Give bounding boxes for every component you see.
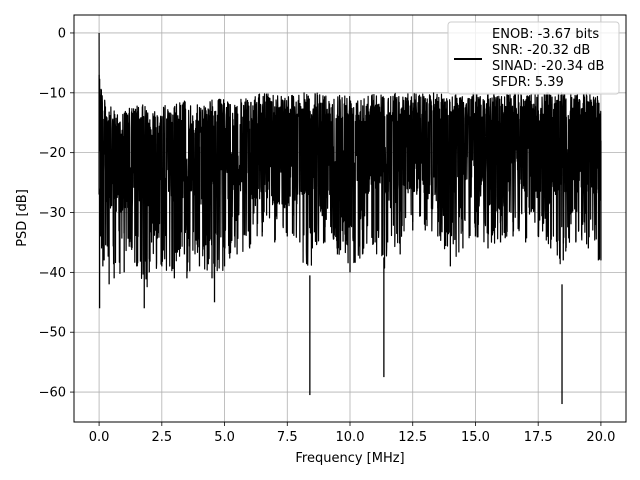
legend-entry-sfdr: SFDR: 5.39	[492, 75, 564, 90]
x-tick-label: 20.0	[586, 430, 615, 445]
series-layer	[98, 32, 602, 405]
legend-box	[447, 21, 620, 95]
x-ticks: 0.0 2.5 5.0 7.5 10.0 12.5 15.0 17.5 20.0	[89, 422, 615, 445]
psd-trace	[98, 32, 602, 288]
x-tick-label: 15.0	[461, 430, 490, 445]
x-tick-label: 7.5	[277, 430, 298, 445]
x-tick-label: 5.0	[214, 430, 235, 445]
legend-entry-enob: ENOB: -3.67 bits	[492, 27, 599, 42]
y-tick-label: −20	[39, 146, 66, 161]
x-tick-label: 0.0	[89, 430, 110, 445]
x-tick-label: 10.0	[336, 430, 365, 445]
y-tick-label: −40	[39, 266, 66, 281]
y-tick-label: −50	[39, 326, 66, 341]
x-tick-label: 12.5	[398, 430, 427, 445]
legend-entry-sinad: SINAD: -20.34 dB	[492, 59, 604, 74]
x-tick-label: 2.5	[151, 430, 172, 445]
x-axis-label: Frequency [MHz]	[295, 451, 404, 466]
y-axis-label: PSD [dB]	[15, 189, 30, 247]
legend: ENOB: -3.67 bits SNR: -20.32 dB SINAD: -…	[447, 21, 620, 95]
x-tick-label: 17.5	[524, 430, 553, 445]
y-tick-label: −30	[39, 206, 66, 221]
y-tick-label: −60	[39, 386, 66, 401]
y-ticks: 0 −10 −20 −30 −40 −50 −60	[39, 26, 74, 401]
y-tick-label: −10	[39, 86, 66, 101]
legend-entry-snr: SNR: -20.32 dB	[492, 43, 590, 58]
y-tick-label: 0	[58, 26, 66, 41]
